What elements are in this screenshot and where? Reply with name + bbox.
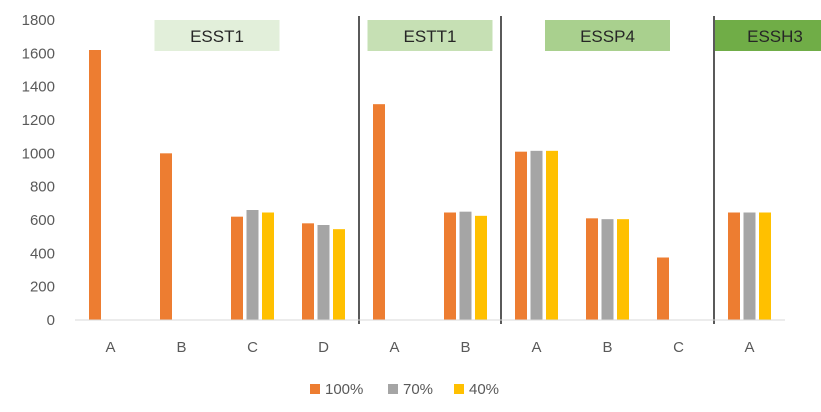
y-tick-label: 400 — [30, 245, 55, 262]
y-tick-label: 200 — [30, 279, 55, 296]
y-tick-label: 1800 — [22, 12, 55, 29]
legend-swatch — [388, 384, 398, 394]
x-tick-label: A — [744, 339, 754, 356]
bar — [515, 151, 527, 320]
bar — [89, 50, 101, 320]
group-header-label: ESSP4 — [580, 27, 635, 46]
x-tick-label: A — [531, 339, 541, 356]
group-header-box — [367, 20, 493, 51]
bar — [231, 216, 243, 320]
x-tick-label: B — [602, 339, 612, 356]
x-tick-label: C — [673, 339, 684, 356]
bar — [601, 219, 614, 320]
group-separators — [358, 16, 715, 324]
group-header-box — [545, 20, 670, 51]
bar — [586, 218, 598, 320]
bar — [262, 212, 274, 320]
bar — [302, 223, 314, 320]
bar — [657, 257, 669, 320]
group-header-label: ESST1 — [190, 27, 244, 46]
bar — [530, 150, 543, 320]
bar — [728, 212, 740, 320]
x-tick-label: D — [318, 339, 329, 356]
bar — [759, 212, 771, 320]
bars-layer — [89, 50, 771, 320]
x-tick-label: C — [247, 339, 258, 356]
bar — [617, 219, 629, 320]
legend-label: 70% — [403, 381, 433, 398]
x-tick-label: A — [105, 339, 115, 356]
legend: 100% 70% 40% — [310, 381, 499, 398]
group-header-box — [154, 20, 280, 51]
bar — [160, 153, 172, 320]
x-tick-label: B — [460, 339, 470, 356]
bar — [459, 211, 472, 320]
y-tick-label: 1400 — [22, 79, 55, 96]
bar — [317, 225, 330, 320]
legend-swatch — [454, 384, 464, 394]
legend-swatch — [310, 384, 320, 394]
bar — [373, 104, 385, 320]
group-header-box — [715, 20, 821, 51]
bar — [333, 229, 345, 320]
y-tick-label: 1600 — [22, 45, 55, 62]
y-tick-label: 1200 — [22, 112, 55, 129]
group-header-label: ESTT1 — [404, 27, 457, 46]
group-header-layer: ESST1 ESTT1 ESSP4 ESSH3 — [154, 20, 821, 51]
y-tick-label: 600 — [30, 212, 55, 229]
y-tick-label: 0 — [47, 312, 55, 329]
group-header-label: ESSH3 — [747, 27, 803, 46]
x-tick-label: B — [176, 339, 186, 356]
legend-label: 100% — [325, 381, 363, 398]
x-tick-label: A — [389, 339, 399, 356]
legend-label: 40% — [469, 381, 499, 398]
bar — [743, 212, 756, 320]
y-axis: 0 200 400 600 800 1000 1200 1400 1600 1800 — [22, 12, 55, 329]
y-tick-label: 1000 — [22, 145, 55, 162]
bar — [475, 215, 487, 320]
y-tick-label: 800 — [30, 179, 55, 196]
bar — [546, 150, 558, 320]
bar — [444, 212, 456, 320]
bar — [246, 210, 259, 320]
